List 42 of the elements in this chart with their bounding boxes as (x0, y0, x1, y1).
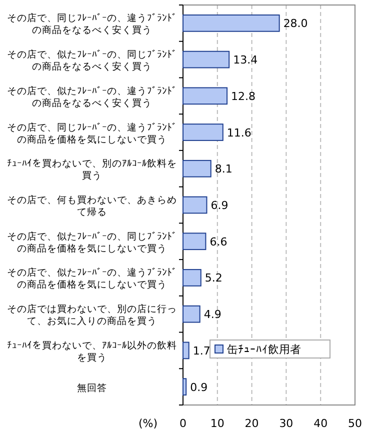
data-label: 6.6 (210, 235, 228, 248)
data-label: 0.9 (190, 380, 208, 394)
y-tick-label: ﾁｭｰﾊｲを買わないで、別のｱﾙｺｰﾙ飲料を買う (7, 158, 177, 182)
data-label: 4.9 (204, 308, 222, 322)
data-label: 1.7 (192, 344, 210, 358)
bar (182, 14, 280, 32)
y-tick-label: その店で、同じﾌﾚｰﾊﾞｰの、違うﾌﾞﾗﾝﾄﾞの商品を価格を気にしないで買う (7, 121, 177, 146)
x-tick-label: 50 (348, 417, 362, 430)
x-tick-label: 30 (279, 417, 294, 430)
data-label: 28.0 (283, 17, 308, 30)
bar (182, 50, 230, 68)
bar (182, 378, 187, 396)
bar (182, 232, 206, 250)
data-label: 12.8 (231, 90, 256, 103)
y-tick-label: その店で、似たﾌﾚｰﾊﾞｰの、違うﾌﾞﾗﾝﾄﾞの商品をなるべく安く買う (7, 84, 177, 109)
bar (182, 269, 202, 286)
x-tick-label: 10 (210, 417, 224, 430)
data-label: 13.4 (233, 54, 258, 67)
y-tick-label: その店では買わないで、別の店に行って、お気に入りの商品を買う (7, 303, 177, 328)
legend: 缶ﾁｭｰﾊｲ飲用者 (210, 340, 330, 358)
x-tick-label: 0 (180, 417, 186, 430)
bar (182, 342, 190, 360)
y-tick-label: ﾁｭｰﾊｲを買わないで、ｱﾙｺｰﾙ以外の飲料を買う (7, 339, 177, 364)
x-tick-label: 40 (314, 417, 328, 430)
bar (182, 160, 212, 178)
data-label: 8.1 (214, 162, 232, 176)
legend-label: 缶ﾁｭｰﾊｲ飲用者 (227, 343, 301, 356)
bar (182, 196, 208, 214)
y-tick-label: その店で、似たﾌﾚｰﾊﾞｰの、同じﾌﾞﾗﾝﾄﾞの商品をなるべく安く買う (7, 48, 177, 73)
data-label: 11.6 (226, 126, 252, 140)
data-label: 6.9 (210, 199, 228, 212)
x-axis-title: (%) (138, 417, 158, 430)
y-tick-label: その店で、似たﾌﾚｰﾊﾞｰの、同じﾌﾞﾗﾝﾄﾞの商品を価格を気にしないで買う (7, 230, 177, 254)
y-tick-label: その店で、何も買わないで、あきらめて帰る (7, 194, 177, 218)
bar (182, 305, 200, 323)
y-tick-label: その店で、同じﾌﾚｰﾊﾞｰの、違うﾌﾞﾗﾝﾄﾞの商品をなるべく安く買う (7, 12, 177, 36)
data-label: 5.2 (204, 272, 222, 285)
y-tick-label: その店で、似たﾌﾚｰﾊﾞｰの、違うﾌﾞﾗﾝﾄﾞの商品を価格を気にしないで買う (7, 266, 177, 291)
bar (182, 87, 228, 105)
y-tick-label: 無回答 (77, 382, 107, 394)
bar (182, 124, 224, 141)
x-tick-label: 20 (244, 417, 259, 430)
